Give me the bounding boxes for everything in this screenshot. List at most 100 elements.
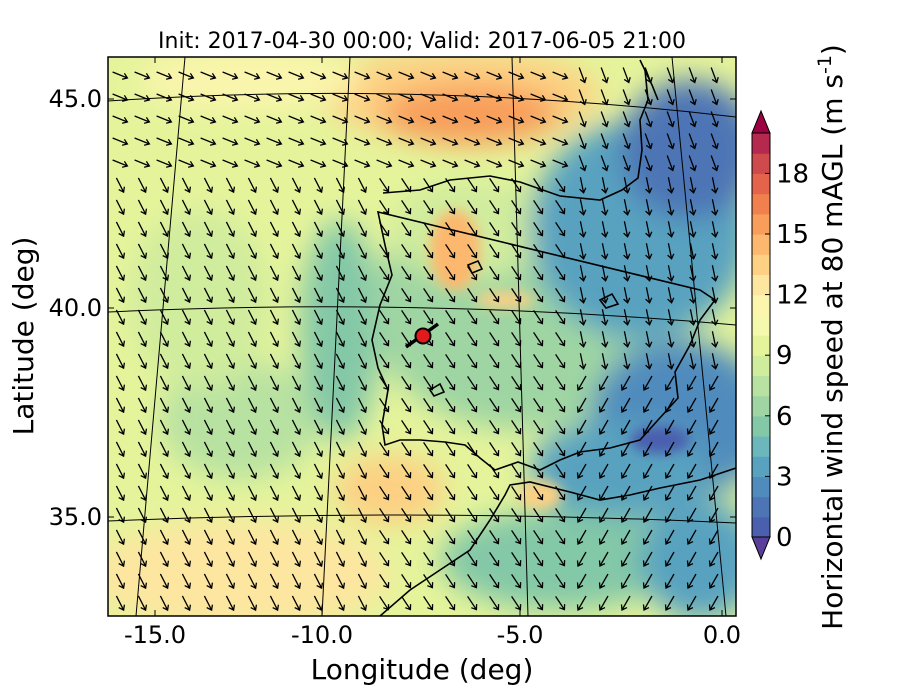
wind-vector-arrow: [225, 397, 236, 414]
wind-vector-arrow: [159, 397, 170, 414]
wind-vector-arrow: [357, 177, 368, 194]
wind-vector-arrow: [291, 309, 302, 326]
wind-vector-arrow: [137, 419, 148, 436]
wind-vector-arrow: [225, 265, 236, 282]
wind-vector-arrow: [137, 441, 148, 458]
wind-vector-arrow: [401, 508, 412, 523]
wind-vector-arrow: [376, 115, 393, 124]
wind-vector-arrow: [137, 177, 148, 194]
wind-vector-arrow: [598, 419, 609, 435]
wind-vector-arrow: [335, 287, 346, 304]
wind-vector-arrow: [247, 375, 258, 392]
wind-vector-arrow: [181, 463, 192, 480]
wind-vector-arrow: [288, 159, 305, 168]
wind-vector-arrow: [579, 287, 587, 304]
wind-vector-arrow: [379, 354, 390, 369]
wind-vector-arrow: [467, 222, 478, 237]
wind-vector-arrow: [664, 485, 675, 501]
wind-vector-arrow: [357, 529, 368, 546]
wind-vector-arrow: [137, 375, 148, 392]
wind-vector-arrow: [310, 159, 327, 168]
wind-vector-arrow: [112, 93, 129, 102]
wind-vector-arrow: [203, 529, 214, 546]
wind-vector-arrow: [642, 507, 653, 523]
wind-vector-arrow: [552, 159, 569, 168]
wind-vector-arrow: [598, 397, 609, 413]
wind-vector-arrow: [667, 309, 675, 326]
wind-vector-arrow: [555, 200, 566, 215]
wind-vector-arrow: [576, 595, 587, 611]
wind-vector-arrow: [533, 486, 544, 501]
wind-vector-arrow: [225, 221, 236, 238]
wind-vector-arrow: [335, 507, 346, 524]
wind-vector-arrow: [379, 332, 390, 347]
coastlines: [371, 59, 736, 616]
wind-vector-arrow: [642, 463, 653, 479]
colorbar-extend-min: [751, 536, 771, 561]
wind-vector-arrow: [291, 463, 302, 480]
wind-vector-arrow: [710, 155, 719, 172]
wind-vector-arrow: [115, 441, 126, 458]
wind-vector-arrow: [313, 551, 324, 568]
wind-vector-arrow: [623, 353, 631, 370]
wind-vector-arrow: [291, 551, 302, 568]
wind-vector-arrow: [689, 221, 697, 238]
wind-vector-arrow: [711, 177, 719, 194]
wind-vector-arrow: [423, 354, 434, 369]
wind-vector-arrow: [247, 309, 258, 326]
wind-vector-arrow: [181, 507, 192, 524]
wind-vector-arrow: [645, 287, 653, 304]
wind-vector-arrow: [247, 397, 258, 414]
wind-vector-arrow: [688, 111, 697, 128]
wind-vector-arrow: [667, 353, 675, 370]
wind-vector-arrow: [464, 115, 481, 124]
wind-vector-arrow: [335, 397, 346, 414]
wind-vector-arrow: [689, 331, 697, 348]
wind-vector-arrow: [552, 115, 569, 124]
wind-vector-arrow: [203, 573, 214, 590]
wind-vector-arrow: [266, 71, 283, 80]
meridian-10W: [321, 57, 351, 616]
wind-vector-arrow: [203, 397, 214, 414]
wind-vector-arrow: [335, 177, 346, 194]
wind-vector-arrow: [401, 376, 412, 391]
wind-vector-arrow: [115, 397, 126, 414]
wind-vector-arrow: [645, 309, 653, 326]
wind-vector-arrow: [115, 221, 126, 238]
wind-vector-arrow: [181, 595, 192, 612]
meridian-0: [671, 57, 727, 616]
wind-vector-arrow: [555, 244, 566, 259]
wind-vector-arrow: [401, 464, 412, 479]
wind-vector-arrow: [620, 507, 631, 523]
wind-vector-arrow: [708, 529, 719, 545]
wind-vector-arrow: [642, 595, 653, 611]
wind-vector-arrow: [115, 529, 126, 546]
x-tick-label: -10.0: [291, 621, 353, 649]
field-mountain-streak-1: [430, 210, 480, 290]
wind-vector-arrow: [247, 573, 258, 590]
wind-vector-arrow: [489, 310, 500, 325]
wind-vector-arrow: [533, 442, 544, 457]
wind-vector-arrow: [137, 353, 148, 370]
x-tick-label: -15.0: [124, 621, 186, 649]
wind-vector-arrow: [508, 71, 525, 80]
wind-vector-arrow: [688, 133, 697, 150]
wind-vector-arrow: [601, 199, 609, 216]
wind-vector-arrow: [115, 243, 126, 260]
wind-vector-arrow: [533, 178, 544, 193]
wind-vector-arrow: [357, 331, 368, 348]
wind-vector-arrow: [247, 265, 258, 282]
wind-vector-arrow: [225, 419, 236, 436]
wind-vector-arrow: [710, 133, 719, 150]
wind-vector-arrow: [225, 529, 236, 546]
wind-vector-arrow: [379, 178, 390, 193]
wind-vector-arrow: [357, 397, 368, 414]
wind-vector-arrow: [645, 221, 653, 238]
wind-vector-arrow: [623, 309, 631, 326]
wind-vector-arrow: [552, 137, 569, 146]
wind-vector-arrow: [335, 375, 346, 392]
wind-vector-arrow: [379, 420, 390, 435]
wind-vector-arrow: [137, 551, 148, 568]
wind-vector-arrow: [711, 221, 719, 238]
wind-vector-arrow: [533, 288, 544, 303]
